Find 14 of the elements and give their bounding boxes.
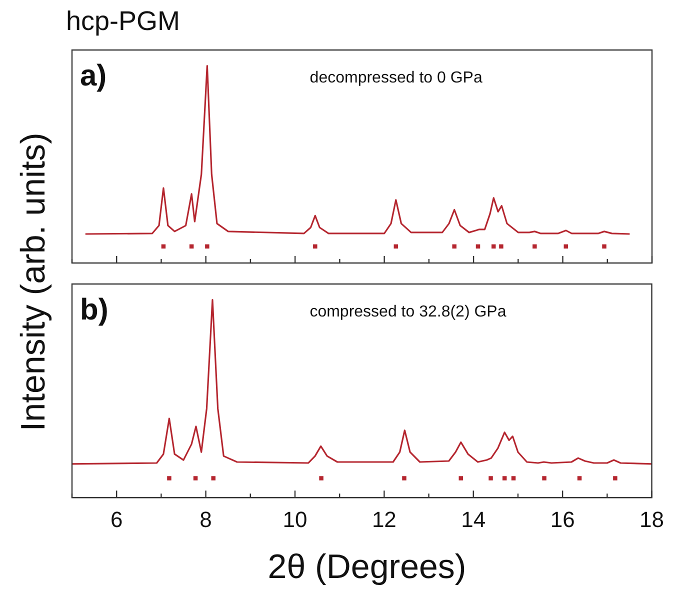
chart-title: hcp-PGM <box>66 6 180 37</box>
x-tick-label: 8 <box>200 506 212 532</box>
annotation: b) <box>80 293 108 326</box>
x-axis-title: 2θ (Degrees) <box>268 548 466 587</box>
x-tick-label: 12 <box>372 506 396 532</box>
x-tick-label: 18 <box>640 506 664 532</box>
y-axis-title: Intensity (arb. units) <box>14 132 54 432</box>
annotation: decompressed to 0 GPa <box>310 69 482 86</box>
x-tick-label: 10 <box>282 506 308 532</box>
x-tick-label: 6 <box>110 506 123 532</box>
annotation: compressed to 32.8(2) GPa <box>310 303 506 320</box>
x-tick-label: 16 <box>550 506 575 532</box>
annotation: a) <box>80 59 107 92</box>
x-tick-label: 14 <box>461 506 486 532</box>
